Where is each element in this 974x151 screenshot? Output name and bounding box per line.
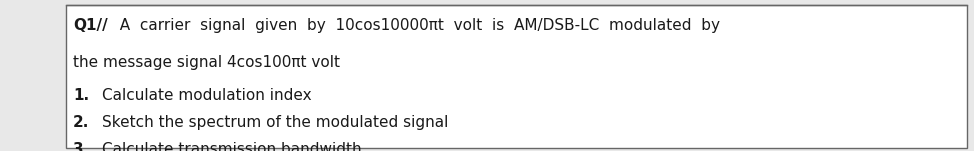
Text: Calculate modulation index: Calculate modulation index xyxy=(102,88,312,103)
Text: Calculate transmission bandwidth: Calculate transmission bandwidth xyxy=(102,142,362,151)
FancyBboxPatch shape xyxy=(66,5,967,148)
Text: 1.: 1. xyxy=(73,88,90,103)
Text: A  carrier  signal  given  by  10cos10000πt  volt  is  AM/DSB-LC  modulated  by: A carrier signal given by 10cos10000πt v… xyxy=(110,18,720,33)
Text: Sketch the spectrum of the modulated signal: Sketch the spectrum of the modulated sig… xyxy=(102,115,449,130)
Text: 3.: 3. xyxy=(73,142,90,151)
Text: 2.: 2. xyxy=(73,115,90,130)
Text: the message signal 4cos100πt volt: the message signal 4cos100πt volt xyxy=(73,55,340,70)
Text: Q1//: Q1// xyxy=(73,18,108,33)
